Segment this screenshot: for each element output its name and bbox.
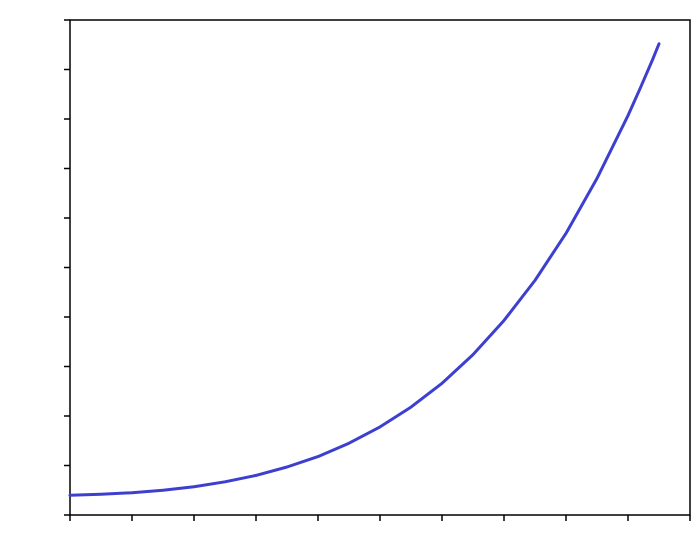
line-chart <box>0 0 700 557</box>
plot-frame <box>70 20 690 515</box>
series-line <box>70 44 659 495</box>
